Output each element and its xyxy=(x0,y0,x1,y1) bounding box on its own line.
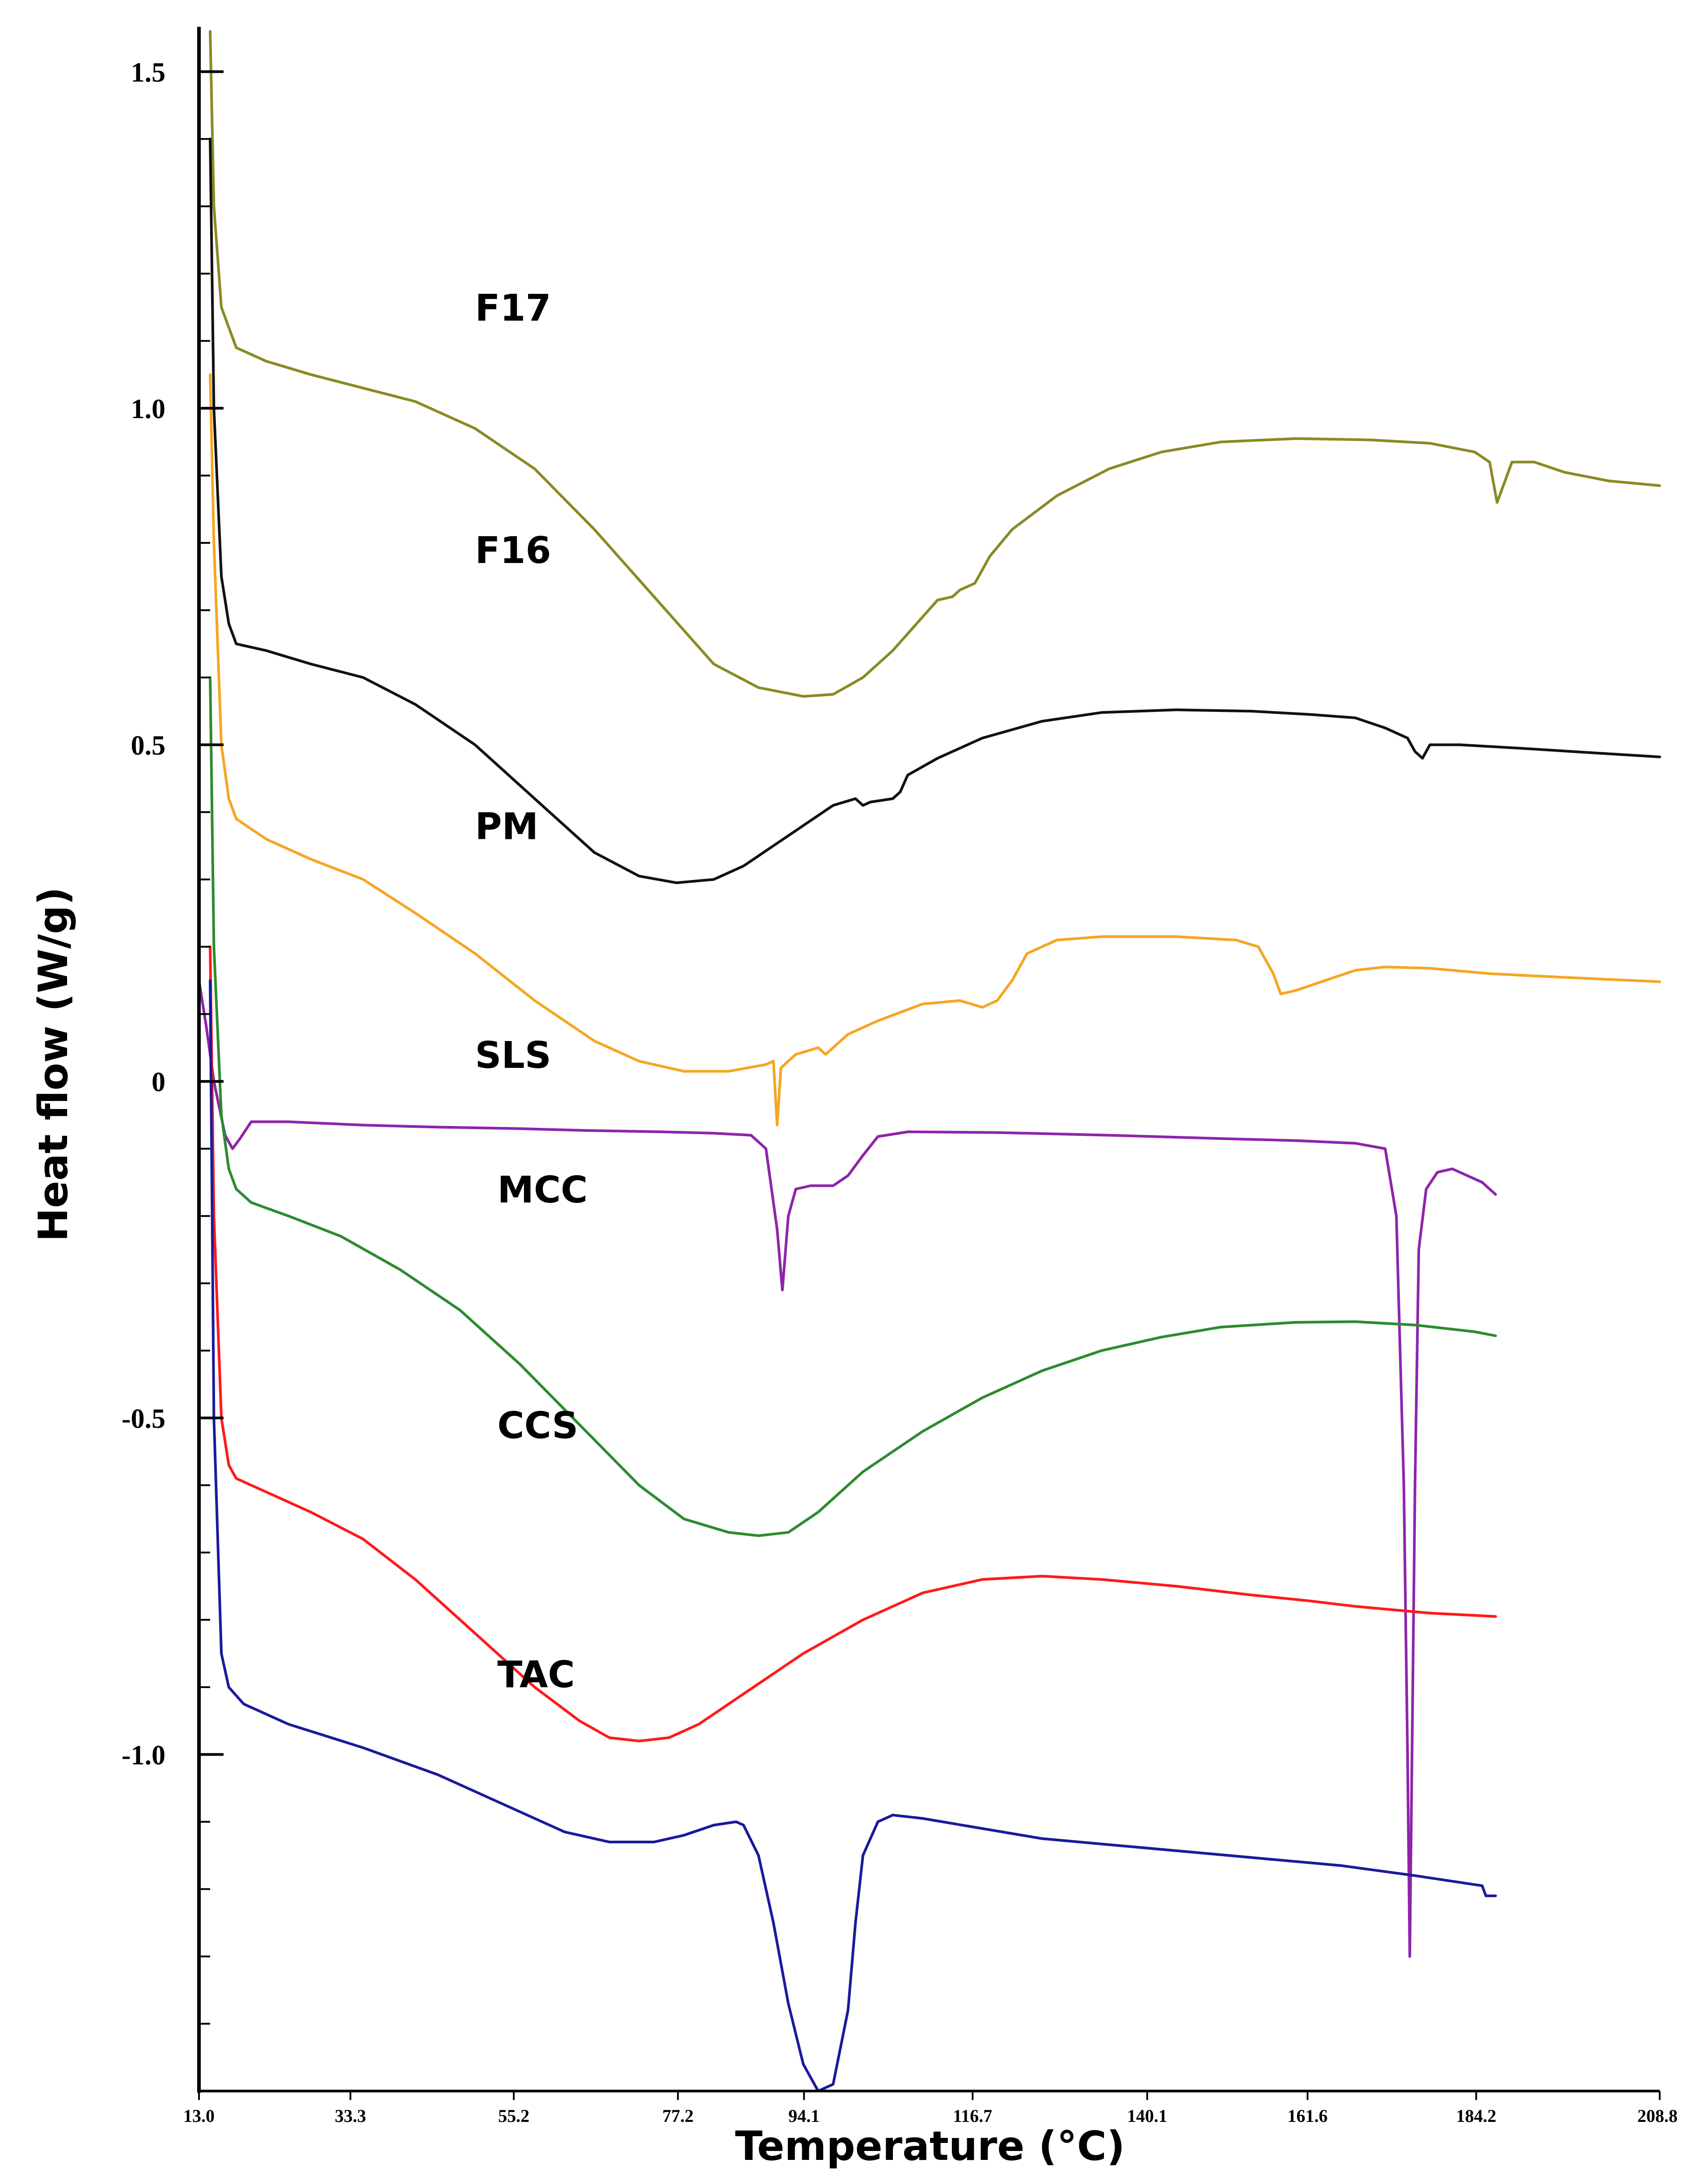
series-label-ccs: CCS xyxy=(497,1405,578,1447)
y-tick-label: 0.5 xyxy=(131,731,166,761)
series-line-ccs xyxy=(209,945,1497,1743)
x-tick-label: 94.1 xyxy=(788,2106,820,2126)
series-label-tac: TAC xyxy=(497,1654,575,1696)
x-tick-label: 208.8 xyxy=(1637,2106,1678,2126)
series-line-pm xyxy=(209,373,1661,1126)
ticks-layer: 1.5 1.0 0.5 0 -0.5 -1.0 13.0 33.3 55.2 77.2 94.1 11… xyxy=(122,57,1678,2126)
y-tick-label: -0.5 xyxy=(122,1404,165,1434)
y-tick-label: 1.5 xyxy=(131,57,166,88)
x-tick-label: 77.2 xyxy=(662,2106,693,2126)
axes-layer xyxy=(197,27,1660,2093)
series-layer xyxy=(198,30,1661,2092)
x-tick-label: 140.1 xyxy=(1127,2106,1167,2126)
x-tick-label: 55.2 xyxy=(498,2106,529,2126)
series-line-f16 xyxy=(209,137,1661,885)
series-line-f17 xyxy=(209,30,1661,698)
series-label-pm: PM xyxy=(475,805,538,848)
series-line-mcc xyxy=(209,676,1497,1537)
y-axis-title: Heat flow (W/g) xyxy=(30,887,77,1241)
y-tick-label: -1.0 xyxy=(122,1740,165,1770)
series-label-f17: F17 xyxy=(475,287,551,330)
series-label-sls: SLS xyxy=(475,1034,551,1077)
x-tick-label: 161.6 xyxy=(1287,2106,1328,2126)
series-line-sls xyxy=(198,979,1497,1958)
series-line-tac xyxy=(209,979,1497,2092)
x-axis-title: Temperature (°C) xyxy=(735,2123,1125,2170)
x-tick-label: 184.2 xyxy=(1456,2106,1497,2126)
series-label-mcc: MCC xyxy=(497,1169,588,1211)
x-tick-label: 13.0 xyxy=(183,2106,215,2126)
x-tick-label: 116.7 xyxy=(953,2106,992,2126)
labels-layer: F17 F16 PM SLS MCC CCS TAC xyxy=(475,287,588,1696)
y-tick-label: 1.0 xyxy=(131,394,166,424)
series-label-f16: F16 xyxy=(475,529,551,572)
y-tick-label: 0 xyxy=(152,1067,165,1097)
x-tick-label: 33.3 xyxy=(335,2106,366,2126)
